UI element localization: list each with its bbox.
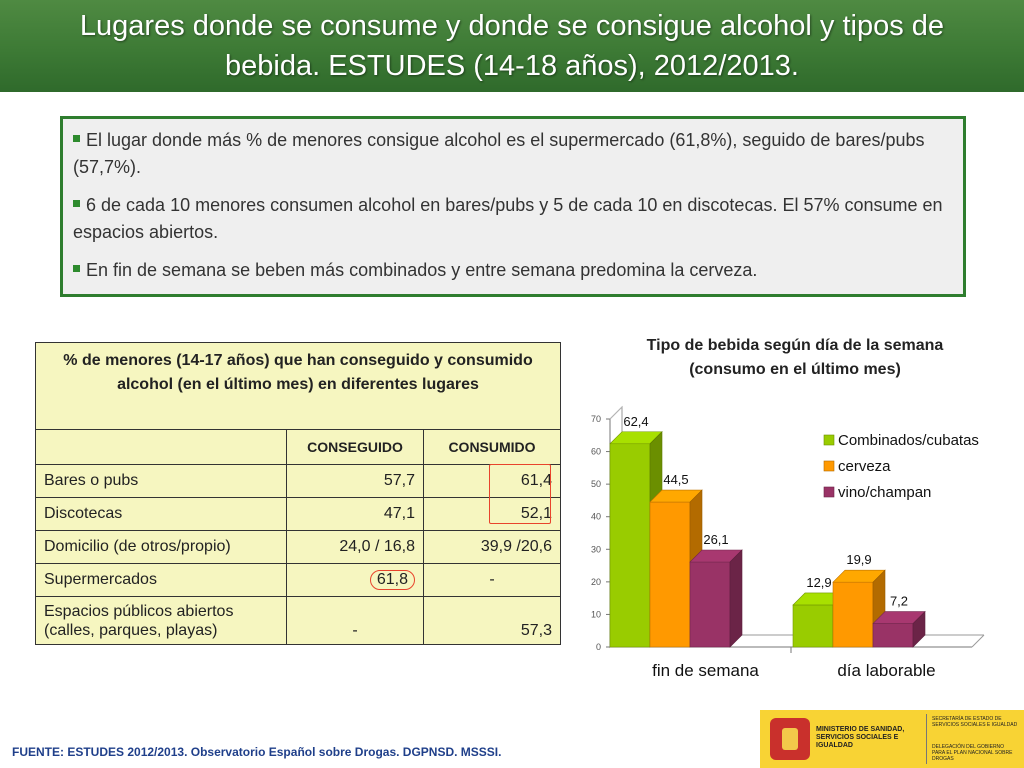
legend-swatch xyxy=(823,434,835,446)
x-category-label: fin de semana xyxy=(652,661,759,680)
secretaria-name: SECRETARÍA DE ESTADO DE SERVICIOS SOCIAL… xyxy=(932,716,1018,728)
consumido-cell: 61,4 xyxy=(423,464,561,498)
bar-front xyxy=(832,581,874,648)
y-tick-label: 70 xyxy=(591,414,601,424)
col-header-conseguido: CONSEGUIDO xyxy=(286,429,424,465)
highlight-circle: 61,8 xyxy=(369,570,415,590)
source-footer: FUENTE: ESTUDES 2012/2013. Observatorio … xyxy=(12,745,502,759)
highlight-box xyxy=(489,464,551,524)
y-tick-label: 50 xyxy=(591,479,601,489)
y-tick-label: 60 xyxy=(591,447,601,457)
y-tick-label: 0 xyxy=(596,642,601,652)
place-cell: Espacios públicos abiertos (calles, parq… xyxy=(35,596,287,645)
summary-box: El lugar donde más % de menores consigue… xyxy=(60,116,966,297)
bullet-square-icon xyxy=(73,134,80,142)
y-tick-label: 30 xyxy=(591,544,601,554)
bullet-square-icon xyxy=(73,264,80,272)
y-grid-diagonal xyxy=(609,406,623,420)
conseguido-cell: - xyxy=(286,596,424,645)
table-row: Discotecas 47,1 52,1 xyxy=(35,497,561,531)
data-label: 44,5 xyxy=(663,472,688,487)
data-label: 12,9 xyxy=(806,575,831,590)
ministry-logo: MINISTERIO DE SANIDAD, SERVICIOS SOCIALE… xyxy=(760,710,1024,768)
slide-title: Lugares donde se consume y donde se cons… xyxy=(0,0,1024,92)
chart-floor-edge xyxy=(971,634,985,648)
bar-front xyxy=(792,604,834,648)
x-category-label: día laborable xyxy=(837,661,935,680)
place-cell: Supermercados xyxy=(35,563,287,597)
ministry-name: MINISTERIO DE SANIDAD, SERVICIOS SOCIALE… xyxy=(816,726,905,749)
conseguido-cell: 47,1 xyxy=(286,497,424,531)
bar-front xyxy=(609,443,651,648)
place-cell: Discotecas xyxy=(35,497,287,531)
y-tick-label: 10 xyxy=(591,609,601,619)
coat-of-arms-icon xyxy=(770,718,810,760)
title-line-1: Lugares donde se consume y donde se cons… xyxy=(79,10,945,42)
table-row: Bares o pubs 57,7 61,4 xyxy=(35,464,561,498)
data-label: 19,9 xyxy=(846,552,871,567)
legend-swatch xyxy=(823,486,835,498)
logo-divider xyxy=(926,714,927,764)
title-line-2: bebida. ESTUDES (14-18 años), 2012/2013. xyxy=(225,50,799,82)
conseguido-cell: 57,7 xyxy=(286,464,424,498)
chart-title: Tipo de bebida según día de la semana (c… xyxy=(646,337,944,378)
legend-label: Combinados/cubatas xyxy=(838,432,979,449)
bar-front xyxy=(649,501,691,648)
y-tick-label: 20 xyxy=(591,577,601,587)
col-header-consumido: CONSUMIDO xyxy=(423,429,561,465)
table-row: Domicilio (de otros/propio) 24,0 / 16,8 … xyxy=(35,530,561,564)
bullet-1: El lugar donde más % de menores consigue… xyxy=(73,130,925,177)
legend-swatch xyxy=(823,460,835,472)
consumido-cell: 57,3 xyxy=(423,596,561,645)
bullet-3: En fin de semana se beben más combinados… xyxy=(73,257,953,284)
data-label: 62,4 xyxy=(623,414,648,429)
legend-label: vino/champan xyxy=(838,484,931,501)
table-row: Supermercados 61,8 - xyxy=(35,563,561,597)
y-tick-label: 40 xyxy=(591,512,601,522)
place-cell: Bares o pubs xyxy=(35,464,287,498)
places-table: % de menores (14-17 años) que han conseg… xyxy=(35,342,561,645)
place-cell: Domicilio (de otros/propio) xyxy=(35,530,287,564)
legend-label: cerveza xyxy=(838,458,891,475)
drink-type-chart: 0 10 20 30 40 50 60 70 fin de semana día laborabl… xyxy=(591,405,985,680)
data-label: 26,1 xyxy=(703,532,728,547)
data-label: 7,2 xyxy=(890,594,908,609)
table-row: Espacios públicos abiertos (calles, parq… xyxy=(35,596,561,645)
delegacion-name: DELEGACIÓN DEL GOBIERNO PARA EL PLAN NAC… xyxy=(932,744,1013,762)
bar-side xyxy=(912,610,926,648)
bar-front xyxy=(872,623,914,648)
conseguido-cell: 24,0 / 16,8 xyxy=(286,530,424,564)
conseguido-cell: 61,8 xyxy=(286,563,424,597)
bar-front xyxy=(689,561,731,648)
consumido-cell: 39,9 /20,6 xyxy=(423,530,561,564)
bar-side xyxy=(729,549,743,648)
table-header: % de menores (14-17 años) que han conseg… xyxy=(35,342,561,430)
col-header-empty xyxy=(35,429,287,465)
bullet-square-icon xyxy=(73,199,80,207)
consumido-cell: - xyxy=(423,563,561,597)
consumido-cell: 52,1 xyxy=(423,497,561,531)
bullet-2: 6 de cada 10 menores consumen alcohol en… xyxy=(73,195,943,242)
